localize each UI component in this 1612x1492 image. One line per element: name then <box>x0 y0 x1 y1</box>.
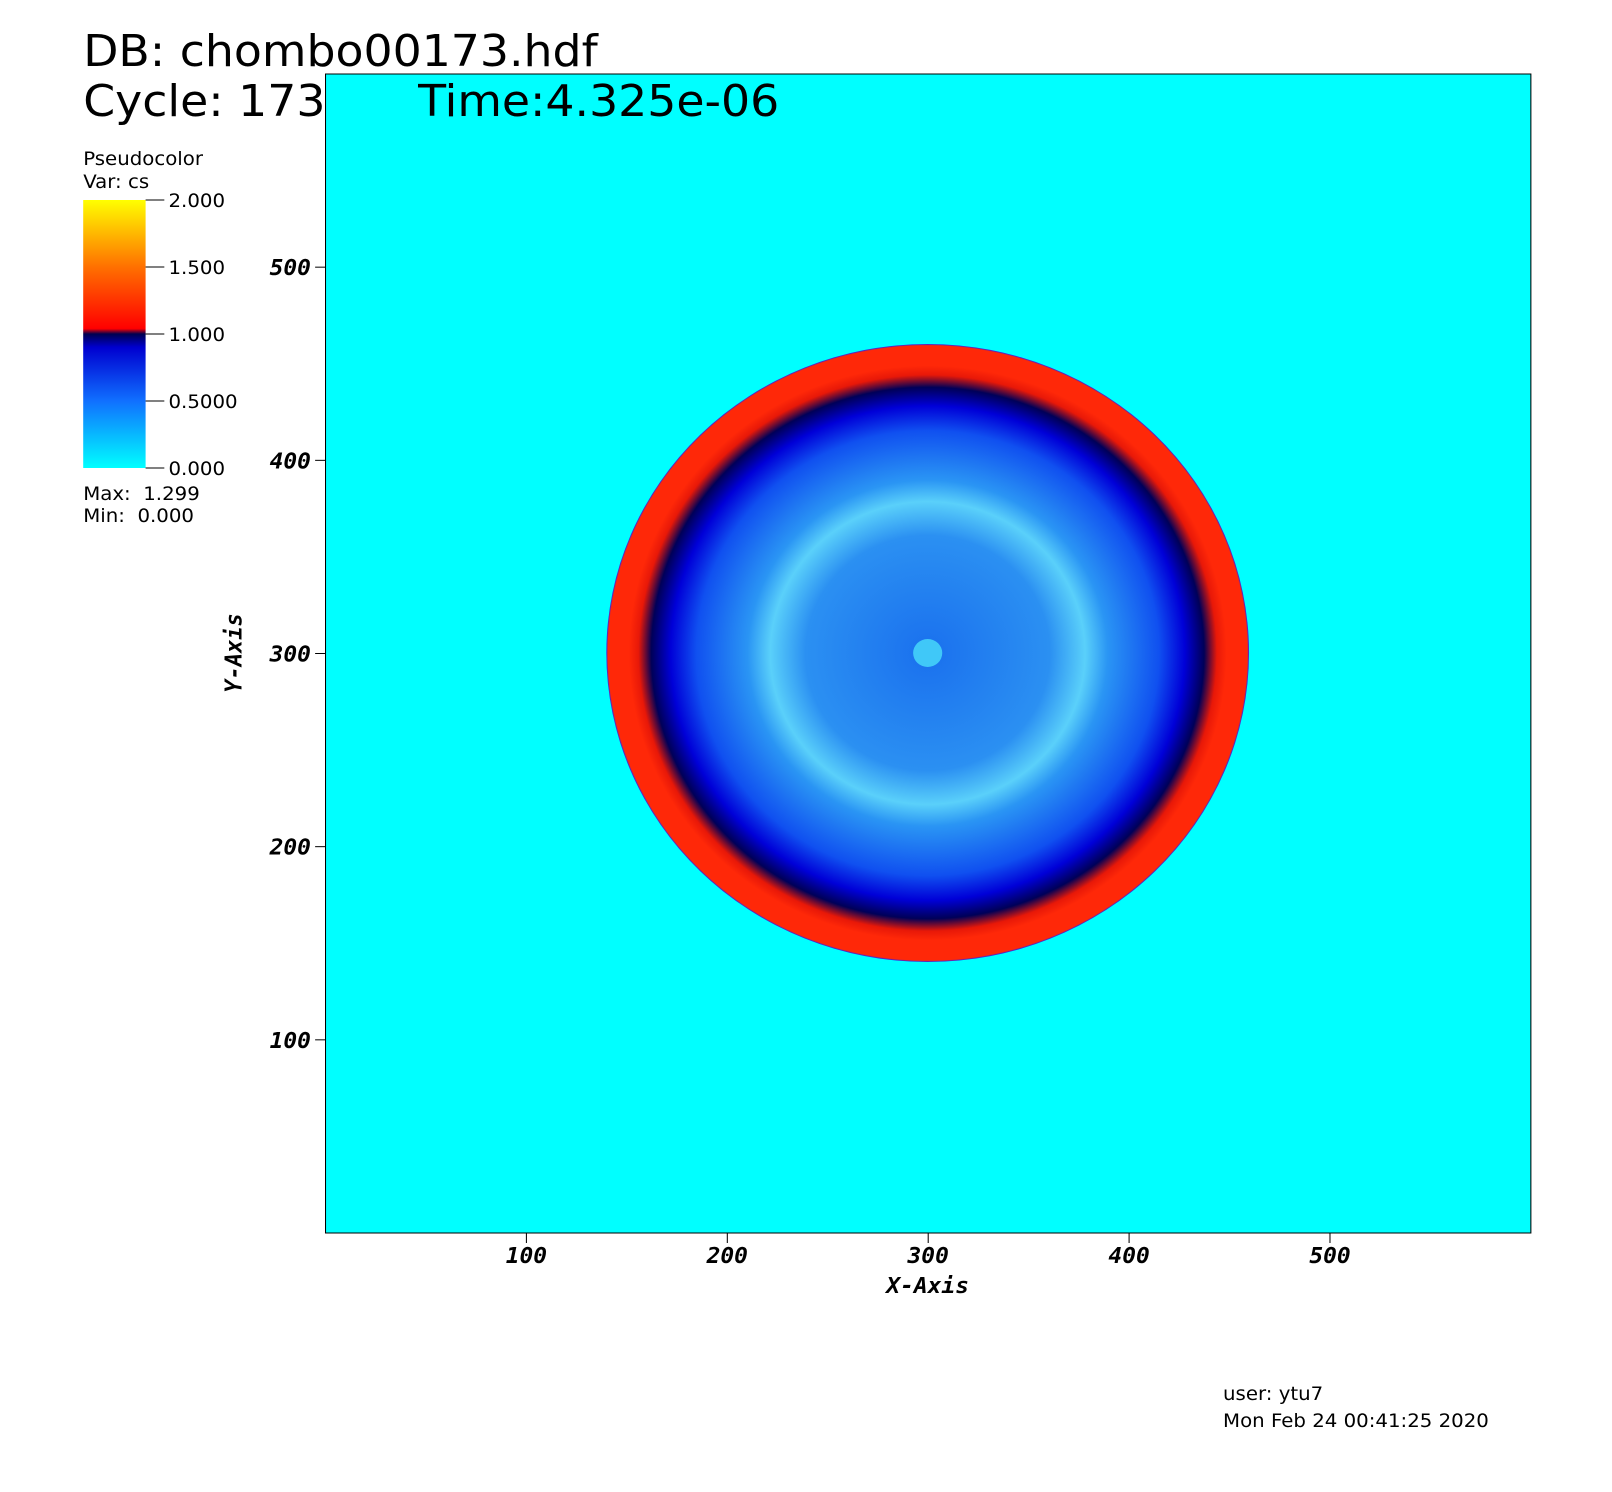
legend-max: Max: 1.299 <box>83 482 200 505</box>
field-core <box>913 639 943 667</box>
x-axis-label: X-Axis <box>884 1273 969 1298</box>
y-tick-label: 400 <box>270 449 311 474</box>
y-tick-label: 500 <box>270 256 311 281</box>
time: Time:4.325e-06 <box>417 75 779 127</box>
x-tick-label: 100 <box>506 1243 547 1268</box>
colorbar-tick-label: 2.000 <box>168 189 225 212</box>
y-tick-label: 200 <box>269 835 311 860</box>
date: Mon Feb 24 00:41:25 2020 <box>1223 1409 1489 1432</box>
y-axis-label: Y-Axis <box>221 613 248 692</box>
cycle: Cycle: 173 <box>83 75 325 127</box>
x-tick-label: 500 <box>1309 1243 1350 1268</box>
x-tick-label: 400 <box>1108 1243 1149 1268</box>
colorbar <box>83 200 146 468</box>
user: user: ytu7 <box>1223 1382 1323 1405</box>
y-tick-label: 300 <box>269 642 311 667</box>
colorbar-tick-label: 1.500 <box>168 256 225 279</box>
x-tick-label: 300 <box>907 1243 949 1268</box>
y-tick-label: 100 <box>270 1028 311 1053</box>
legend-min: Min: 0.000 <box>83 504 194 527</box>
colorbar-tick-label: 1.000 <box>168 323 225 346</box>
legend-var: Var: cs <box>83 170 149 193</box>
colorbar-tick-label: 0.000 <box>168 457 225 480</box>
x-tick-label: 200 <box>706 1243 748 1268</box>
colorbar-tick-label: 0.5000 <box>168 390 237 413</box>
title: DB: chombo00173.hdf <box>83 25 599 77</box>
legend-title: Pseudocolor <box>83 147 203 170</box>
